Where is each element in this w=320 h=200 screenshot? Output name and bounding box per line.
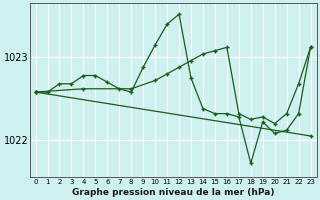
X-axis label: Graphe pression niveau de la mer (hPa): Graphe pression niveau de la mer (hPa)	[72, 188, 274, 197]
